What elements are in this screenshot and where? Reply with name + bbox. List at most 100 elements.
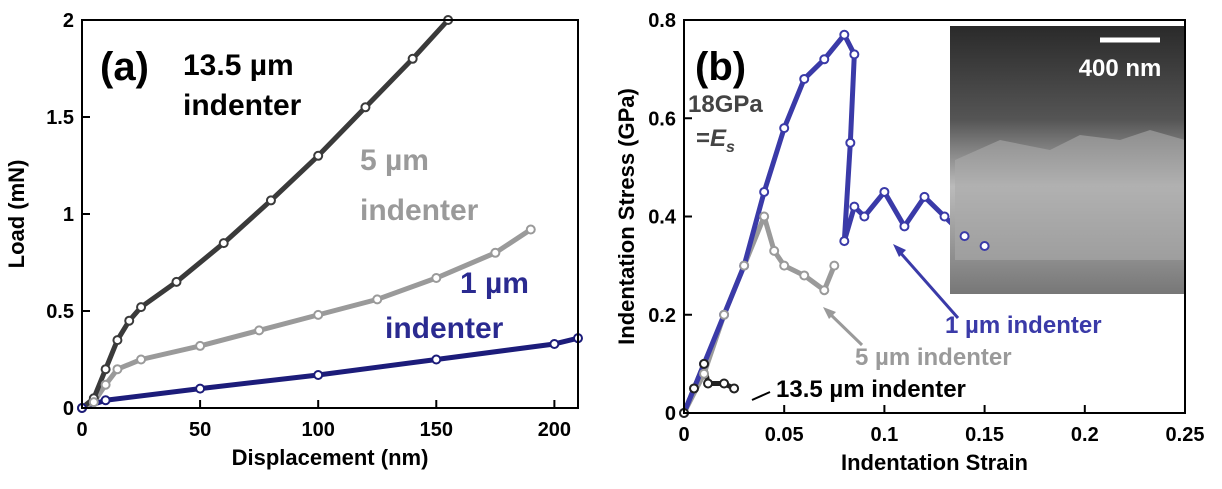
x-tick-label: 50 <box>189 419 211 441</box>
data-point <box>729 383 740 394</box>
series-line <box>81 335 579 411</box>
arrow <box>826 310 864 347</box>
x-tick-label: 0 <box>76 419 87 441</box>
y-tick-label: 0 <box>665 403 676 425</box>
data-point <box>372 294 383 305</box>
data-point <box>719 309 730 320</box>
data-point <box>839 29 850 40</box>
data-point <box>799 73 810 84</box>
x-tick-label: 0.2 <box>1071 424 1099 446</box>
data-point <box>689 383 700 394</box>
y-tick-label: 0.4 <box>648 207 677 229</box>
data-point <box>779 123 790 134</box>
data-point <box>254 325 265 336</box>
data-point <box>799 270 810 281</box>
data-point <box>171 276 182 287</box>
data-point <box>859 211 870 222</box>
data-point <box>218 238 229 249</box>
data-point <box>739 260 750 271</box>
arrow <box>751 391 771 401</box>
data-point <box>407 53 418 64</box>
y-tick-label: 1.5 <box>46 107 74 129</box>
panel-label: (b) <box>695 45 746 89</box>
data-point <box>100 395 111 406</box>
data-point <box>769 245 780 256</box>
x-tick-label: 150 <box>420 419 453 441</box>
data-point <box>313 370 324 381</box>
data-point <box>313 150 324 161</box>
x-tick-label: 0.25 <box>1166 424 1205 446</box>
y-axis-label: Indentation Stress (GPa) <box>614 88 639 345</box>
data-point <box>719 378 730 389</box>
data-point <box>313 309 324 320</box>
y-tick-label: 0 <box>63 398 74 420</box>
scale-label: 400 nm <box>1079 55 1162 82</box>
series-line <box>681 32 986 414</box>
data-point <box>979 240 990 251</box>
x-axis-label: Indentation Strain <box>841 450 1028 475</box>
data-point <box>124 315 135 326</box>
data-point <box>112 364 123 375</box>
data-point <box>839 236 850 247</box>
y-tick-label: 0.8 <box>648 10 676 32</box>
data-point <box>759 211 770 222</box>
annotation: 13.5 µm <box>183 49 294 82</box>
panel-label: (a) <box>100 45 149 89</box>
data-point <box>195 383 206 394</box>
y-tick-label: 0.2 <box>648 305 676 327</box>
arrowhead <box>823 307 836 319</box>
sem-texture <box>955 130 1185 260</box>
data-point <box>88 397 99 408</box>
x-axis-label: Displacement (nm) <box>232 445 429 470</box>
annotation: indenter <box>360 194 479 227</box>
data-point <box>819 285 830 296</box>
arrow <box>896 249 960 319</box>
annotation: = <box>696 125 710 152</box>
y-tick-label: 1 <box>63 204 74 226</box>
x-tick-label: 200 <box>538 419 571 441</box>
data-point <box>829 260 840 271</box>
data-point <box>490 247 501 258</box>
data-point <box>849 49 860 60</box>
data-point <box>759 186 770 197</box>
x-tick-label: 100 <box>302 419 335 441</box>
annotation: 13.5 µm indenter <box>776 376 966 403</box>
y-tick-label: 0.5 <box>46 301 74 323</box>
annotation: 18GPa <box>688 91 763 118</box>
data-point <box>899 221 910 232</box>
annotation: 5 µm indenter <box>855 344 1012 371</box>
y-tick-label: 2 <box>63 10 74 32</box>
data-point <box>265 195 276 206</box>
data-point <box>112 335 123 346</box>
y-axis-label: Load (mN) <box>4 160 29 269</box>
x-tick-label: 0 <box>678 424 689 446</box>
data-point <box>100 364 111 375</box>
annotation: 1 µm indenter <box>945 312 1102 339</box>
data-point <box>136 354 147 365</box>
data-point <box>549 338 560 349</box>
annotation: =Es <box>696 125 735 156</box>
annotation: s <box>726 139 735 156</box>
data-point <box>849 201 860 212</box>
x-tick-label: 0.1 <box>870 424 898 446</box>
x-tick-label: 0.15 <box>965 424 1004 446</box>
data-point <box>360 102 371 113</box>
data-point <box>879 186 890 197</box>
data-point <box>819 54 830 65</box>
data-point <box>195 340 206 351</box>
annotation: indenter <box>183 89 302 122</box>
data-point <box>939 211 950 222</box>
annotation: 5 µm <box>360 144 429 177</box>
x-tick-label: 0.05 <box>765 424 804 446</box>
data-point <box>431 354 442 365</box>
data-point <box>136 302 147 313</box>
data-point <box>845 137 856 148</box>
data-point <box>919 191 930 202</box>
annotation: 1 µm <box>460 267 529 300</box>
data-point <box>100 379 111 390</box>
data-point <box>431 273 442 284</box>
annotation: indenter <box>385 312 504 345</box>
data-point <box>699 368 710 379</box>
data-point <box>525 224 536 235</box>
